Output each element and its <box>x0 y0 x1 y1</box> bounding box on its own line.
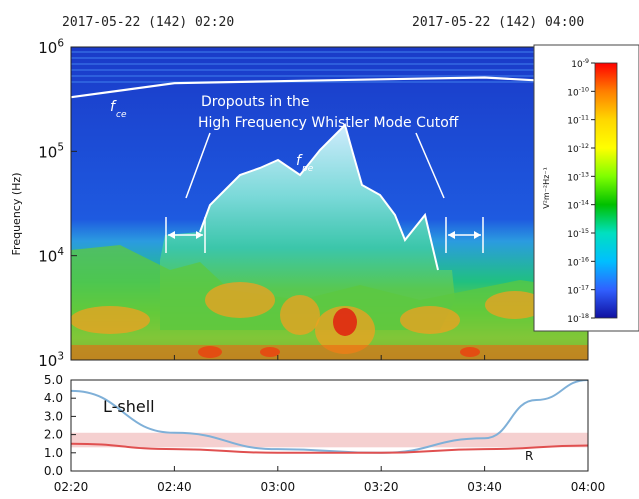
hot-patch <box>333 308 357 336</box>
end-time-label: 2017-05-22 (142) 04:00 <box>412 15 584 30</box>
line-frame <box>70 379 589 472</box>
bottom-band <box>71 345 588 360</box>
line-series-group <box>71 380 588 454</box>
noise-stripe <box>71 75 588 77</box>
spectrogram-panel <box>71 47 588 360</box>
y-tick-label: 5.0 <box>44 373 63 387</box>
series-label-r: R <box>525 449 533 463</box>
y-tick-label: 0.0 <box>44 464 63 478</box>
whistler-emission <box>160 125 455 330</box>
colorbar-tick-label: 10-10 <box>567 86 589 98</box>
warm-patch <box>400 306 460 334</box>
colorbar-tick-label: 10-15 <box>567 228 589 240</box>
warm-patch <box>205 282 275 318</box>
warm-patch <box>71 306 150 334</box>
noise-stripe <box>71 57 588 59</box>
x-tick-label: 02:40 <box>157 480 192 494</box>
start-time-label: 2017-05-22 (142) 02:20 <box>62 15 234 30</box>
x-tick-label: 02:20 <box>54 480 89 494</box>
fce-label: f ce <box>110 99 127 120</box>
colorbar-strip <box>594 62 618 319</box>
colorbar-label: V²m⁻²Hz⁻¹ <box>542 167 551 209</box>
svg-text:pe: pe <box>301 164 314 174</box>
colorbar-tick-label: 10-17 <box>567 285 589 297</box>
colorbar-tick-label: 10-11 <box>567 115 589 127</box>
annotation-pointer-right <box>415 132 445 199</box>
y-tick-label: 2.0 <box>44 428 63 442</box>
dropout-annotation-line2: High Frequency Whistler Mode Cutoff <box>198 115 459 131</box>
arrow-head <box>168 231 175 239</box>
noise-stripe <box>71 69 588 71</box>
colorbar-tick-label: 10-13 <box>567 171 589 183</box>
colorbar-tick-label: 10-16 <box>567 256 589 268</box>
dropout-arrow-left <box>165 217 206 253</box>
colorbar-tick-label: 10-9 <box>571 58 589 70</box>
annotation-pointer-left <box>185 132 211 199</box>
x-tick-label: 03:00 <box>261 480 296 494</box>
y-tick-label: 1.0 <box>44 446 63 460</box>
noise-stripe <box>71 81 588 83</box>
arrow-head <box>448 231 455 239</box>
y-tick-label: 4.0 <box>44 391 63 405</box>
y-tick-label: 3.0 <box>44 409 63 423</box>
series-label-lshell: L-shell <box>103 397 155 416</box>
colorbar: 10-9 10-10 10-11 10-12 10-13 10-14 10-15 10-16 1… <box>533 44 639 332</box>
line-panel: 0.0 1.0 2.0 3.0 4.0 5.0 02:20 02:40 03:00 03:20 03… <box>44 355 605 494</box>
dropout-arrow-right <box>445 217 484 253</box>
x-tick-label: 04:00 <box>571 480 606 494</box>
series-line-r <box>71 442 588 454</box>
warm-patch <box>485 291 545 319</box>
arrow-head <box>474 231 481 239</box>
spectrogram-body <box>71 47 588 360</box>
svg-text:f: f <box>296 153 303 169</box>
dropout-annotation-line1: Dropouts in the <box>201 94 310 110</box>
x-tick-label: 03:40 <box>467 480 502 494</box>
fpe-envelope <box>199 123 439 271</box>
hiss-band <box>71 245 588 360</box>
y-tick-label: 103 <box>38 350 64 370</box>
shaded-band <box>71 432 588 448</box>
svg-text:ce: ce <box>116 110 127 120</box>
y-tick-label: 106 <box>38 37 64 57</box>
colorbar-tick-label: 10-14 <box>567 200 589 212</box>
arrow-head <box>196 231 203 239</box>
fpe-label: f pe <box>296 153 314 174</box>
noise-stripe <box>71 51 588 53</box>
spectrogram-ylabel: Frequency (Hz) <box>10 173 23 256</box>
fce-curve <box>71 76 588 99</box>
y-tick-label: 104 <box>38 246 64 266</box>
svg-text:f: f <box>110 99 117 115</box>
noise-stripe <box>71 63 588 65</box>
y-tick-label: 105 <box>38 142 64 162</box>
colorbar-ticks: 10-9 10-10 10-11 10-12 10-13 10-14 10-15 10-16 1… <box>567 58 618 325</box>
colorbar-tick-label: 10-12 <box>567 143 589 155</box>
colorbar-frame <box>533 44 639 332</box>
warm-patch <box>280 295 320 335</box>
colorbar-tick-label: 10-18 <box>567 313 589 325</box>
x-tick-label: 03:20 <box>364 480 399 494</box>
